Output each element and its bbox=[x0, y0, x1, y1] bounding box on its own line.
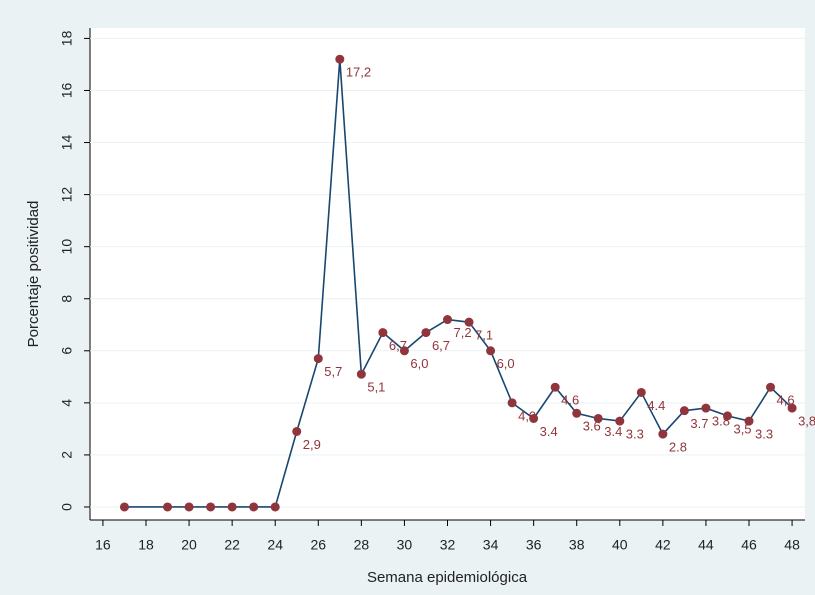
value-label: 7,1 bbox=[475, 328, 493, 343]
value-label: 4.6 bbox=[561, 393, 579, 408]
x-tick-label: 18 bbox=[138, 537, 154, 553]
value-label: 4,6 bbox=[777, 393, 795, 408]
value-label: 3,8 bbox=[798, 414, 815, 429]
y-axis-title: Porcentaje positividad bbox=[25, 201, 42, 348]
data-point bbox=[464, 317, 474, 327]
data-point bbox=[744, 416, 754, 426]
value-label: 3.4 bbox=[540, 424, 558, 439]
x-tick-label: 36 bbox=[526, 537, 542, 553]
value-label: 2.8 bbox=[669, 440, 687, 455]
value-label: 3.3 bbox=[755, 427, 773, 442]
x-tick-label: 46 bbox=[741, 537, 757, 553]
data-point bbox=[270, 502, 280, 512]
data-point bbox=[184, 502, 194, 512]
plot-area bbox=[90, 28, 805, 520]
x-tick-label: 44 bbox=[698, 537, 714, 553]
y-tick-label: 12 bbox=[59, 187, 75, 203]
y-tick-label: 16 bbox=[59, 82, 75, 98]
value-label: 3.7 bbox=[690, 416, 708, 431]
value-label: 5,1 bbox=[367, 380, 385, 395]
data-point bbox=[550, 382, 560, 392]
x-axis-title: Semana epidemiológica bbox=[367, 569, 528, 586]
data-point bbox=[335, 54, 345, 64]
x-tick-label: 24 bbox=[267, 537, 283, 553]
data-point bbox=[658, 429, 668, 439]
data-point bbox=[529, 413, 539, 423]
y-tick-label: 6 bbox=[59, 347, 75, 355]
x-tick-label: 42 bbox=[655, 537, 671, 553]
data-point bbox=[378, 328, 388, 338]
data-point bbox=[163, 502, 173, 512]
value-label: 3.3 bbox=[626, 427, 644, 442]
y-tick-label: 4 bbox=[59, 399, 75, 407]
value-label: 7,2 bbox=[454, 325, 472, 340]
data-point bbox=[679, 406, 689, 416]
value-label: 6,7 bbox=[432, 338, 450, 353]
x-tick-label: 40 bbox=[612, 537, 628, 553]
data-point bbox=[507, 398, 517, 408]
data-point bbox=[421, 328, 431, 338]
data-point bbox=[356, 369, 366, 379]
data-point bbox=[787, 403, 797, 413]
x-tick-label: 20 bbox=[181, 537, 197, 553]
data-point bbox=[292, 426, 302, 436]
data-point bbox=[766, 382, 776, 392]
value-label: 2,9 bbox=[303, 437, 321, 452]
y-tick-label: 14 bbox=[59, 135, 75, 151]
x-tick-label: 32 bbox=[440, 537, 456, 553]
value-label: 6,0 bbox=[410, 356, 428, 371]
x-tick-label: 34 bbox=[483, 537, 499, 553]
y-tick-label: 18 bbox=[59, 30, 75, 46]
data-point bbox=[443, 315, 452, 325]
data-point bbox=[206, 502, 216, 512]
data-point bbox=[572, 408, 582, 418]
value-label: 17,2 bbox=[346, 65, 371, 80]
data-point bbox=[227, 502, 237, 512]
y-tick-label: 10 bbox=[59, 239, 75, 255]
x-tick-label: 26 bbox=[310, 537, 326, 553]
data-point bbox=[593, 413, 603, 423]
data-point bbox=[119, 502, 129, 512]
value-label: 5,7 bbox=[324, 364, 342, 379]
x-tick-label: 16 bbox=[95, 537, 111, 553]
data-point bbox=[399, 346, 409, 356]
x-tick-label: 22 bbox=[224, 537, 240, 553]
y-tick-label: 8 bbox=[59, 295, 75, 303]
data-point bbox=[615, 416, 625, 426]
data-point bbox=[313, 354, 323, 364]
x-tick-label: 30 bbox=[397, 537, 413, 553]
value-label: 6,0 bbox=[497, 356, 515, 371]
value-label: 3.4 bbox=[604, 424, 622, 439]
x-tick-label: 28 bbox=[354, 537, 370, 553]
y-tick-label: 2 bbox=[59, 451, 75, 459]
x-tick-label: 38 bbox=[569, 537, 585, 553]
data-point bbox=[486, 346, 496, 356]
data-point bbox=[722, 411, 732, 421]
value-label: 4.4 bbox=[647, 398, 665, 413]
data-point bbox=[249, 502, 259, 512]
x-tick-label: 48 bbox=[784, 537, 800, 553]
data-point bbox=[636, 387, 646, 397]
data-point bbox=[701, 403, 711, 413]
y-tick-label: 0 bbox=[59, 503, 75, 511]
